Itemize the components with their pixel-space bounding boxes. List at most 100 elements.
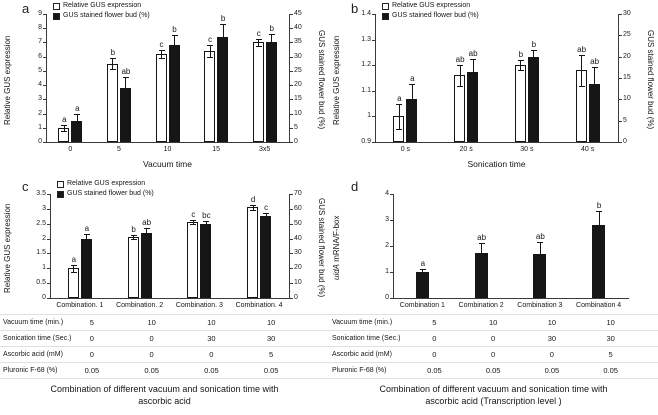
error-bar-cap-bottom [74, 127, 81, 129]
y-axis-tick-mark [43, 56, 46, 58]
right-axis-tick-label: 10 [623, 95, 631, 103]
y-axis-line [375, 14, 376, 142]
treatment-table-row: Pluronic F-68 (%) 0.05 0.05 0.05 0.05 [0, 362, 329, 378]
treatment-value: 10 [266, 318, 276, 327]
treatment-table-row: Vacuum time (min.) 5 10 10 10 [329, 314, 658, 330]
significance-letter: a [420, 258, 426, 268]
y-axis-tick-label: 0 [38, 138, 42, 145]
significance-letter: c [159, 39, 164, 49]
right-axis-tick-mark [290, 223, 293, 225]
error-bar-cap-bottom [478, 261, 485, 263]
y-axis-tick-label: 5 [38, 66, 42, 74]
legend-item: Relative GUS expression [382, 2, 479, 10]
legend-label: GUS stained flower bud (%) [63, 12, 150, 19]
error-bar [398, 103, 400, 130]
error-bar [161, 49, 162, 59]
right-axis-tick-mark [290, 127, 293, 129]
treatment-value: 10 [488, 318, 498, 327]
error-bar-cap-top [596, 210, 603, 212]
significance-letter: ab [468, 48, 478, 58]
error-bar [192, 220, 194, 224]
error-bar-cap-bottom [419, 275, 426, 277]
significance-letter: ab [455, 55, 465, 65]
legend: Relative GUS expression GUS stained flowe… [57, 180, 154, 200]
right-axis-title: GUS stained flower bud (%) [317, 30, 326, 130]
treatment-table-row: Ascorbic acid (mM) 0 0 0 5 [0, 346, 329, 362]
x-category-label: Combination. 2 [116, 302, 164, 309]
right-axis-title: GUS stained flower bud (%) [646, 30, 655, 130]
treatment-value: 0 [491, 334, 496, 343]
right-axis-tick-mark [290, 113, 293, 115]
error-bar-cap-bottom [171, 55, 178, 57]
error-bar [265, 213, 267, 220]
treatment-value: 5 [89, 318, 94, 327]
open-bar-swatch [382, 2, 389, 10]
chart-d: 0 1 2 3 4 uidA mRNA/F-box Combination 1 Combina… [329, 178, 658, 314]
right-axis-tick-label: 30 [294, 52, 302, 60]
y-axis-tick-mark [47, 253, 50, 255]
error-bar [146, 228, 148, 238]
panel-label-b: b [351, 1, 359, 16]
y-axis-title-gene-name: uidA [332, 264, 341, 281]
significance-letter: a [75, 103, 80, 113]
caption-c: Combination of different vacuum and soni… [50, 384, 279, 406]
y-axis-tick-label: 4 [385, 190, 389, 197]
error-bar-cap-top [143, 228, 150, 230]
error-bar-cap-bottom [190, 224, 197, 225]
error-bar-cap-top [171, 35, 178, 37]
error-bar-cap-top [263, 213, 270, 215]
error-bar-cap-top [578, 54, 585, 56]
error-bar-cap-top [70, 264, 77, 266]
treatment-value: 0.05 [485, 366, 501, 375]
right-axis-line [289, 14, 290, 142]
right-axis-tick-label: 10 [294, 109, 302, 117]
y-axis-tick-label: 4 [38, 81, 42, 89]
error-bar-cap-bottom [143, 237, 150, 239]
error-bar [252, 204, 254, 210]
panel-label-d: d [351, 179, 359, 194]
right-axis-line [289, 194, 290, 298]
error-bar-cap-bottom [109, 69, 116, 71]
x-category-label: 3x5 [259, 146, 271, 153]
y-axis-line [50, 194, 51, 298]
significance-letter: b [220, 13, 226, 23]
error-bar-cap-top [207, 45, 214, 47]
treatment-value: 0.05 [84, 366, 100, 375]
y-axis-tick-mark [47, 223, 50, 225]
error-bar-cap-bottom [396, 129, 403, 131]
open-bar [514, 65, 526, 142]
y-axis-tick-mark [372, 90, 375, 92]
y-axis-tick-mark [47, 238, 50, 240]
error-bar-cap-top [517, 60, 524, 62]
error-bar-cap-bottom [220, 49, 227, 51]
error-bar-cap-bottom [61, 130, 68, 132]
panel-c: c 0 0.5 1 1.5 2 2.5 3 3.5 0 10 20 30 40 50 60 70 Relativ… [0, 178, 329, 415]
y-axis-tick-mark [47, 283, 50, 285]
significance-letter: b [172, 25, 177, 35]
treatment-value: 0 [432, 350, 437, 359]
treatment-row-label: Pluronic F-68 (%) [3, 367, 58, 374]
right-axis-tick-mark [619, 35, 622, 37]
y-axis-title: uidA mRNA/F-box [332, 215, 341, 281]
significance-letter: d [250, 194, 256, 204]
x-axis-line [375, 142, 619, 143]
error-bar-cap-bottom [122, 99, 129, 101]
right-axis-tick-label: 35 [294, 38, 302, 46]
significance-letter: ab [121, 66, 131, 76]
y-axis-tick-label: 2 [385, 242, 389, 249]
legend-label: Relative GUS expression [392, 2, 471, 9]
treatment-row-label: Sonication time (Sec.) [3, 335, 72, 342]
treatment-value: 5 [608, 350, 613, 359]
y-axis-tick-label: 1.1 [361, 86, 371, 94]
right-axis-tick-mark [290, 268, 293, 270]
legend-item: Relative GUS expression [57, 180, 154, 188]
significance-letter: b [269, 23, 274, 33]
filled-bar [260, 216, 272, 298]
error-bar-cap-top [109, 58, 116, 60]
error-bar-cap-top [250, 204, 257, 206]
x-category-label: 20 s [459, 146, 473, 153]
right-axis-tick-mark [619, 142, 622, 143]
right-axis-tick-label: 30 [623, 10, 631, 17]
y-axis-tick-mark [372, 142, 375, 143]
chart-b: 0.9 1 1.1 1.2 1.3 1.4 0 5 10 15 20 25 30 Relative GUS… [329, 0, 658, 178]
